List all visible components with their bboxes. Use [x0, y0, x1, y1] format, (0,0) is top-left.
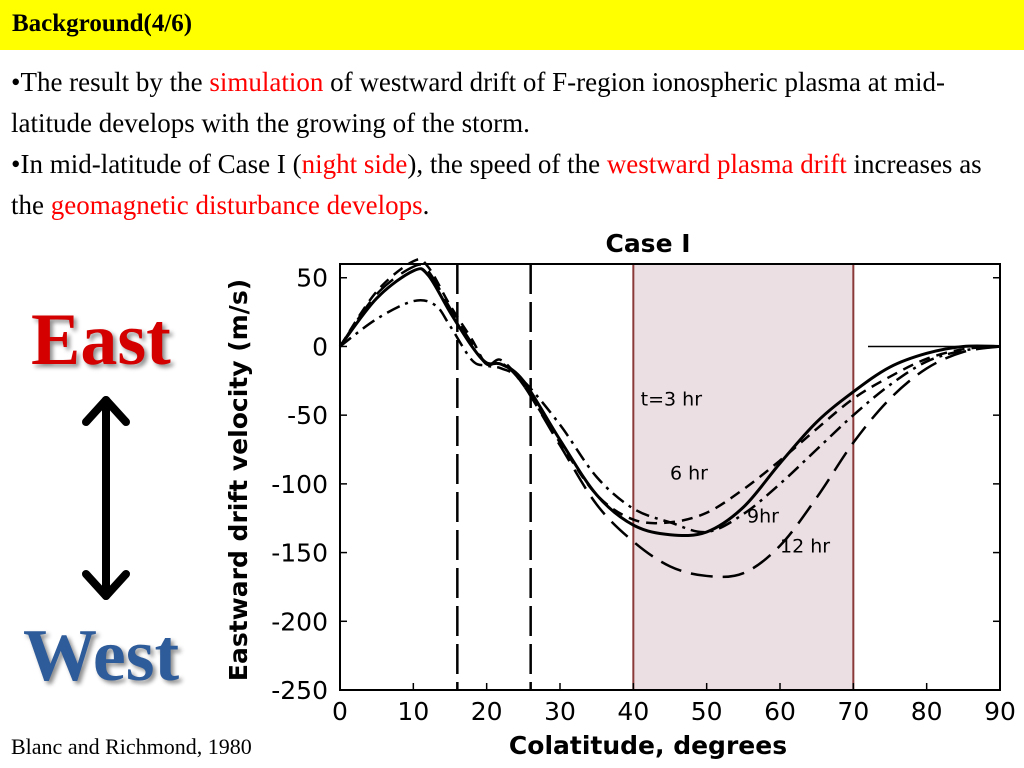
- x-tick-label: 20: [471, 697, 503, 726]
- y-tick-label: -250: [271, 676, 328, 705]
- y-tick-label: 50: [296, 264, 328, 293]
- series-line: [338, 263, 1001, 579]
- y-tick-label: -50: [287, 401, 328, 430]
- text-segment: .: [422, 190, 430, 220]
- x-tick-label: 10: [397, 697, 429, 726]
- highlight-segment: westward plasma drift: [606, 149, 847, 179]
- bullet-item: •The result by the simulation of westwar…: [11, 62, 1016, 144]
- plot-frame: [339, 263, 1001, 691]
- x-tick-label: 70: [837, 697, 869, 726]
- x-axis-label: Colatitude, degrees: [509, 731, 787, 760]
- series-annotation: t=3 hr: [641, 389, 703, 411]
- highlight-segment: geomagnetic disturbance develops: [50, 190, 423, 220]
- y-axis-label: Eastward drift velocity (m/s): [224, 279, 253, 681]
- series-line: [338, 257, 1001, 525]
- series-annotation: 6 hr: [670, 463, 708, 485]
- x-tick-label: 50: [691, 697, 723, 726]
- bullet-text: •The result by the simulation of westwar…: [11, 62, 1016, 144]
- x-tick-label: 0: [332, 697, 348, 726]
- series-annotation: 12 hr: [780, 536, 830, 558]
- series-annotation: 9hr: [747, 505, 779, 527]
- bullet-list: •The result by the simulation of westwar…: [11, 62, 1016, 226]
- title-bar: Background(4/6): [0, 0, 1024, 50]
- text-segment: •The result by the: [11, 67, 210, 97]
- highlight-segment: night side: [301, 149, 408, 179]
- x-tick-label: 30: [544, 697, 576, 726]
- double-arrow-icon: [82, 396, 130, 600]
- highlight-segment: simulation: [209, 67, 324, 97]
- series-line: [338, 267, 1001, 538]
- y-tick-label: -200: [271, 607, 328, 636]
- east-label: East: [31, 299, 171, 381]
- citation: Blanc and Richmond, 1980: [11, 734, 252, 759]
- y-tick-label: 0: [312, 332, 328, 361]
- west-label: West: [23, 615, 180, 697]
- text-segment: ), the speed of the: [407, 149, 607, 179]
- chart-title: Case I: [605, 229, 690, 258]
- x-tick-label: 60: [764, 697, 796, 726]
- slide-title: Background(4/6): [12, 10, 193, 37]
- x-tick-label: 40: [617, 697, 649, 726]
- bullet-item: •In mid-latitude of Case I (night side),…: [11, 144, 1016, 226]
- y-tick-label: -100: [271, 470, 328, 499]
- text-segment: increases as the: [11, 149, 982, 220]
- shaded-region: [632, 263, 855, 691]
- y-tick-label: -150: [271, 539, 328, 568]
- x-tick-label: 90: [984, 697, 1016, 726]
- text-segment: •In mid-latitude of Case I (: [11, 149, 302, 179]
- x-tick-label: 80: [911, 697, 943, 726]
- text-segment: of westward drift of F-region ionospheri…: [11, 67, 945, 138]
- series-line: [339, 298, 1001, 534]
- bullet-text: •In mid-latitude of Case I (night side),…: [11, 144, 1016, 226]
